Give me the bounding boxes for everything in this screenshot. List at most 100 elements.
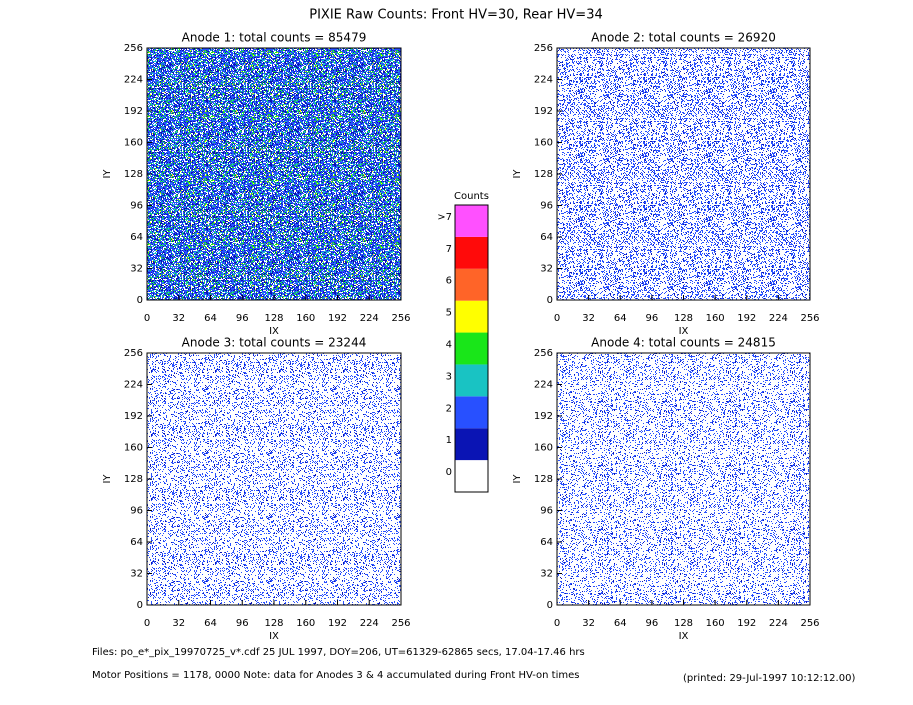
y-tick-label: 160	[124, 443, 143, 454]
y-tick-label: 128	[124, 169, 143, 180]
x-tick-label: 128	[264, 618, 283, 629]
x-axis-label: IX	[679, 631, 689, 642]
y-tick-label: 64	[540, 537, 553, 548]
x-axis-label: IX	[269, 326, 279, 337]
y-tick-label: 128	[124, 474, 143, 485]
colorbar-swatch	[455, 460, 488, 492]
y-tick-label: 0	[137, 295, 143, 306]
y-tick-label: 32	[540, 569, 553, 580]
panel-title: Anode 2: total counts = 26920	[591, 31, 776, 45]
y-tick-label: 224	[124, 75, 143, 86]
y-tick-label: 96	[540, 506, 553, 517]
x-tick-label: 64	[614, 313, 627, 324]
colorbar-label: >7	[437, 212, 452, 223]
footer-note: Motor Positions = 1178, 0000 Note: data …	[92, 670, 579, 681]
count-map	[557, 353, 810, 605]
x-tick-label: 224	[769, 313, 788, 324]
x-tick-label: 192	[328, 313, 347, 324]
page-title: PIXIE Raw Counts: Front HV=30, Rear HV=3…	[309, 8, 603, 23]
y-tick-label: 64	[130, 537, 143, 548]
x-tick-label: 96	[646, 313, 659, 324]
y-tick-label: 64	[540, 232, 553, 243]
y-tick-label: 192	[124, 106, 143, 117]
y-tick-label: 96	[130, 506, 143, 517]
y-axis-label: IY	[512, 169, 523, 179]
y-tick-label: 0	[547, 295, 553, 306]
y-tick-label: 256	[534, 43, 553, 54]
count-map	[147, 353, 401, 605]
y-tick-label: 160	[534, 443, 553, 454]
x-tick-label: 64	[204, 618, 217, 629]
x-tick-label: 160	[296, 313, 315, 324]
panel-title: Anode 3: total counts = 23244	[182, 336, 367, 350]
x-tick-label: 256	[391, 313, 410, 324]
y-tick-label: 192	[534, 106, 553, 117]
y-tick-label: 32	[130, 569, 143, 580]
y-tick-label: 160	[124, 138, 143, 149]
colorbar-label: 1	[446, 435, 452, 446]
x-tick-label: 192	[737, 313, 756, 324]
colorbar-title: Counts	[454, 191, 489, 202]
colorbar-swatch	[455, 332, 488, 365]
footer-files: Files: po_e*_pix_19970725_v*.cdf 25 JUL …	[92, 647, 585, 658]
y-tick-label: 128	[534, 474, 553, 485]
x-tick-label: 64	[204, 313, 217, 324]
x-tick-label: 32	[582, 618, 595, 629]
panel-title: Anode 1: total counts = 85479	[182, 31, 367, 45]
x-tick-label: 224	[769, 618, 788, 629]
y-tick-label: 256	[124, 348, 143, 359]
x-tick-label: 160	[296, 618, 315, 629]
x-tick-label: 256	[800, 618, 819, 629]
y-tick-label: 96	[540, 201, 553, 212]
colorbar-swatch	[455, 428, 488, 461]
y-tick-label: 32	[130, 264, 143, 275]
x-tick-label: 224	[360, 313, 379, 324]
x-tick-label: 32	[172, 313, 185, 324]
x-tick-label: 0	[144, 313, 150, 324]
x-tick-label: 192	[328, 618, 347, 629]
y-axis-label: IY	[512, 474, 523, 484]
x-tick-label: 160	[706, 313, 725, 324]
colorbar-swatch	[455, 205, 488, 237]
x-tick-label: 256	[391, 618, 410, 629]
count-map	[557, 48, 810, 300]
x-tick-label: 128	[264, 313, 283, 324]
y-tick-label: 96	[130, 201, 143, 212]
x-tick-label: 32	[172, 618, 185, 629]
colorbar-label: 7	[446, 244, 452, 255]
x-tick-label: 0	[554, 618, 560, 629]
y-tick-label: 224	[124, 380, 143, 391]
x-tick-label: 0	[144, 618, 150, 629]
y-tick-label: 192	[534, 411, 553, 422]
x-tick-label: 128	[674, 313, 693, 324]
y-tick-label: 64	[130, 232, 143, 243]
y-tick-label: 256	[534, 348, 553, 359]
x-tick-label: 128	[674, 618, 693, 629]
x-tick-label: 64	[614, 618, 627, 629]
x-tick-label: 192	[737, 618, 756, 629]
colorbar-swatch	[455, 236, 488, 269]
colorbar-label: 0	[446, 467, 452, 478]
y-tick-label: 0	[547, 600, 553, 611]
colorbar-label: 3	[446, 371, 452, 382]
x-axis-label: IX	[269, 631, 279, 642]
colorbar-swatch	[455, 300, 488, 333]
y-tick-label: 192	[124, 411, 143, 422]
y-tick-label: 32	[540, 264, 553, 275]
x-axis-label: IX	[679, 326, 689, 337]
colorbar-swatch	[455, 396, 488, 429]
y-tick-label: 160	[534, 138, 553, 149]
y-tick-label: 128	[534, 169, 553, 180]
colorbar-label: 2	[446, 403, 452, 414]
y-axis-label: IY	[102, 474, 113, 484]
x-tick-label: 96	[236, 313, 249, 324]
footer-printed: (printed: 29-Jul-1997 10:12:12.00)	[683, 673, 855, 684]
x-tick-label: 96	[236, 618, 249, 629]
colorbar-label: 6	[446, 276, 452, 287]
colorbar-label: 4	[446, 340, 452, 351]
x-tick-label: 256	[800, 313, 819, 324]
panel-title: Anode 4: total counts = 24815	[591, 336, 776, 350]
y-tick-label: 224	[534, 75, 553, 86]
x-tick-label: 160	[706, 618, 725, 629]
